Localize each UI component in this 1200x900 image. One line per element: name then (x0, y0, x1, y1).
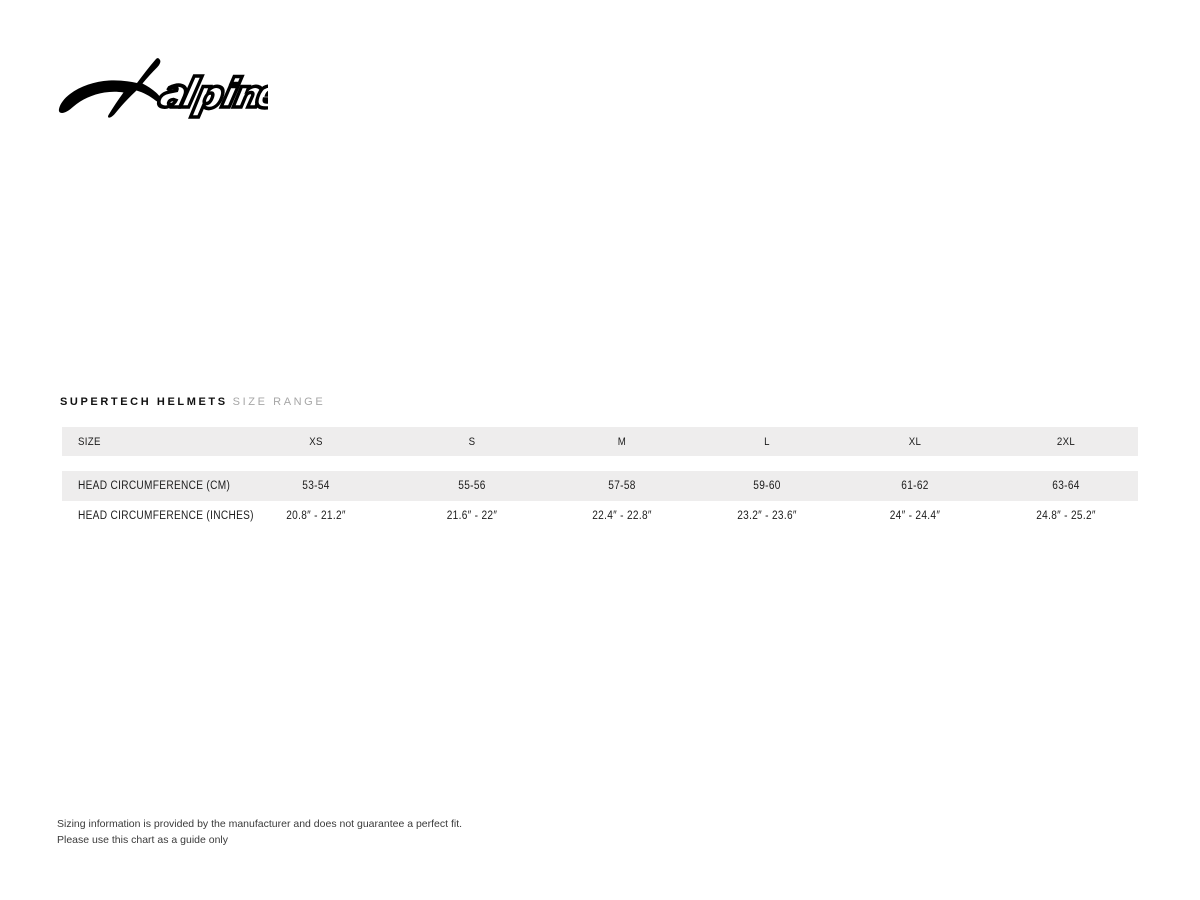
table-row-head-circumference-cm: HEAD CIRCUMFERENCE (CM) 53-54 55-56 57-5… (62, 471, 1138, 501)
inches-value-l: 23.2″ - 23.6″ (737, 510, 797, 522)
cm-value-m: 57-58 (608, 480, 636, 492)
inches-value-2xl: 24.8″ - 25.2″ (1036, 510, 1096, 522)
alpinestars-logo (58, 56, 268, 122)
section-title-light: SIZE RANGE (232, 396, 326, 408)
inches-value-xs: 20.8″ - 21.2″ (286, 510, 346, 522)
cm-value-2xl: 63-64 (1052, 480, 1080, 492)
header-cell-size: SIZE (78, 435, 101, 448)
cm-value-xs: 53-54 (302, 480, 330, 492)
inches-value-xl: 24″ - 24.4″ (889, 510, 941, 522)
cm-value-l: 59-60 (753, 480, 781, 492)
inches-value-m: 22.4″ - 22.8″ (592, 510, 652, 522)
alpinestars-wordmark (156, 74, 268, 119)
header-cell-xs: XS (309, 435, 323, 448)
table-row-head-circumference-inches: HEAD CIRCUMFERENCE (INCHES) 20.8″ - 21.2… (62, 501, 1138, 531)
header-cell-xl: XL (908, 435, 922, 448)
header-cell-s: S (468, 435, 476, 448)
table-row-gap (62, 456, 1138, 471)
disclaimer-line-1: Sizing information is provided by the ma… (57, 818, 463, 830)
header-cell-l: L (764, 435, 770, 448)
section-title-strong: SUPERTECH HELMETS (60, 396, 228, 408)
disclaimer: Sizing information is provided by the ma… (57, 817, 462, 848)
row-label-inches: HEAD CIRCUMFERENCE (INCHES) (78, 510, 254, 522)
table-header-row: SIZE XS S M L XL 2XL (62, 427, 1138, 456)
header-cell-2xl: 2XL (1056, 435, 1076, 448)
inches-value-s: 21.6″ - 22″ (446, 510, 498, 522)
size-chart-table: SIZE XS S M L XL 2XL HEAD CIRCUMFERENCE … (62, 427, 1138, 531)
cm-value-xl: 61-62 (901, 480, 929, 492)
section-title: SUPERTECH HELMETS SIZE RANGE (60, 395, 325, 409)
header-cell-m: M (617, 435, 627, 448)
cm-value-s: 55-56 (458, 480, 486, 492)
row-label-cm: HEAD CIRCUMFERENCE (CM) (78, 480, 231, 492)
disclaimer-line-2: Please use this chart as a guide only (57, 833, 229, 846)
